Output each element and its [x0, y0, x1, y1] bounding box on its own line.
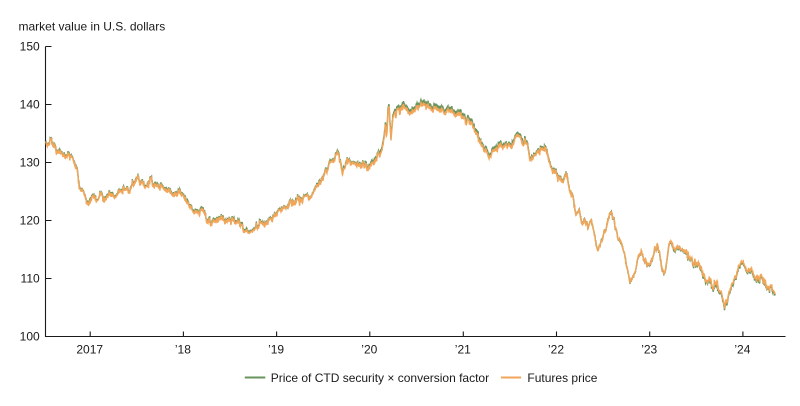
svg-text:market value in U.S. dollars: market value in U.S. dollars [19, 20, 166, 34]
svg-text:Price of CTD security × conver: Price of CTD security × conversion facto… [271, 371, 489, 385]
svg-text:’20: ’20 [361, 342, 377, 356]
svg-text:’22: ’22 [548, 342, 564, 356]
svg-text:110: 110 [21, 271, 40, 285]
svg-text:100: 100 [20, 329, 40, 343]
svg-text:130: 130 [20, 155, 40, 169]
svg-text:140: 140 [20, 97, 40, 111]
svg-text:Futures price: Futures price [527, 371, 597, 385]
svg-text:’21: ’21 [455, 342, 471, 356]
svg-text:2017: 2017 [76, 342, 103, 356]
svg-text:’23: ’23 [641, 342, 657, 356]
svg-text:’24: ’24 [734, 342, 750, 356]
svg-text:150: 150 [20, 39, 40, 53]
svg-text:’18: ’18 [175, 342, 191, 356]
svg-text:120: 120 [20, 213, 40, 227]
svg-text:’19: ’19 [268, 342, 284, 356]
